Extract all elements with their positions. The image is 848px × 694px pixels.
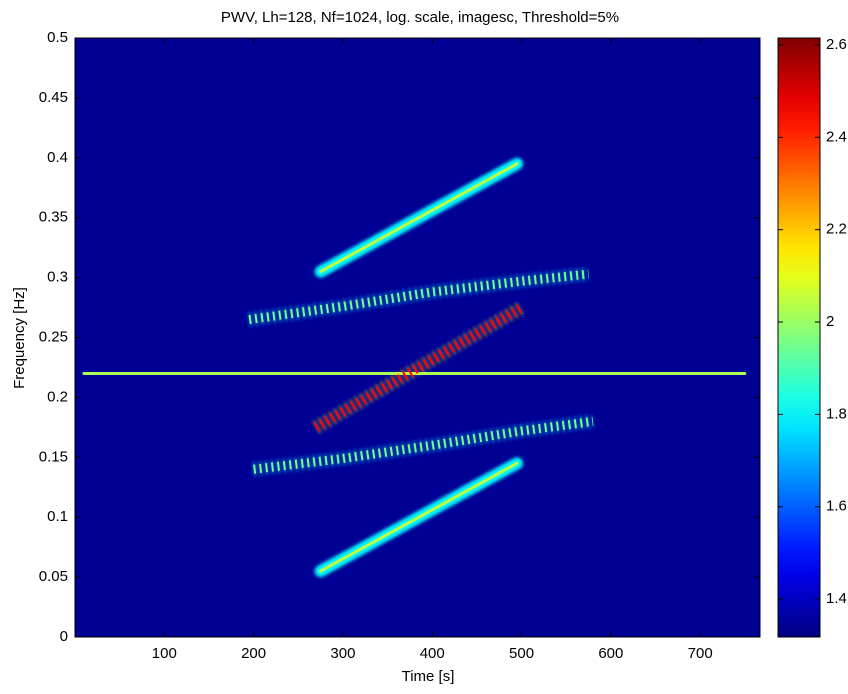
y-tick-label: 0.25 [39,328,68,345]
x-tick-label: 700 [688,645,713,662]
y-tick-label: 0.05 [39,568,68,585]
y-tick-label: 0 [60,628,68,645]
y-tick-label: 0.5 [47,29,68,46]
colorbar-tick-label: 2.2 [826,221,847,238]
x-axis-label: Time [s] [402,668,455,685]
x-tick-label: 600 [598,645,623,662]
colorbar-tick-label: 2.4 [826,128,847,145]
y-tick-label: 0.2 [47,388,68,405]
y-tick-label: 0.45 [39,89,68,106]
x-tick-label: 500 [509,645,534,662]
y-tick-label: 0.35 [39,209,68,226]
colorbar-tick-label: 2 [826,313,834,330]
ridge [319,162,519,274]
colorbar-tick-label: 1.8 [826,405,847,422]
x-tick-label: 300 [330,645,355,662]
x-tick-label: 400 [420,645,445,662]
colorbar [777,37,821,638]
y-tick-label: 0.1 [47,508,68,525]
ridge [313,303,524,432]
heatmap-background [75,38,760,637]
colorbar-tick-label: 1.4 [826,590,847,607]
y-tick-label: 0.4 [47,149,68,166]
y-tick-label: 0.15 [39,448,68,465]
colorbar-tick-label: 2.6 [826,36,847,53]
y-tick-label: 0.3 [47,269,68,286]
heatmap-layer [77,157,751,578]
x-tick-label: 200 [241,645,266,662]
x-tick-label: 100 [152,645,177,662]
chart-title: PWV, Lh=128, Nf=1024, log. scale, images… [221,9,619,26]
y-axis-label: Frequency [Hz] [11,287,28,389]
colorbar-tick-label: 1.6 [826,498,847,515]
ridge [253,416,594,474]
ridge [319,461,519,573]
